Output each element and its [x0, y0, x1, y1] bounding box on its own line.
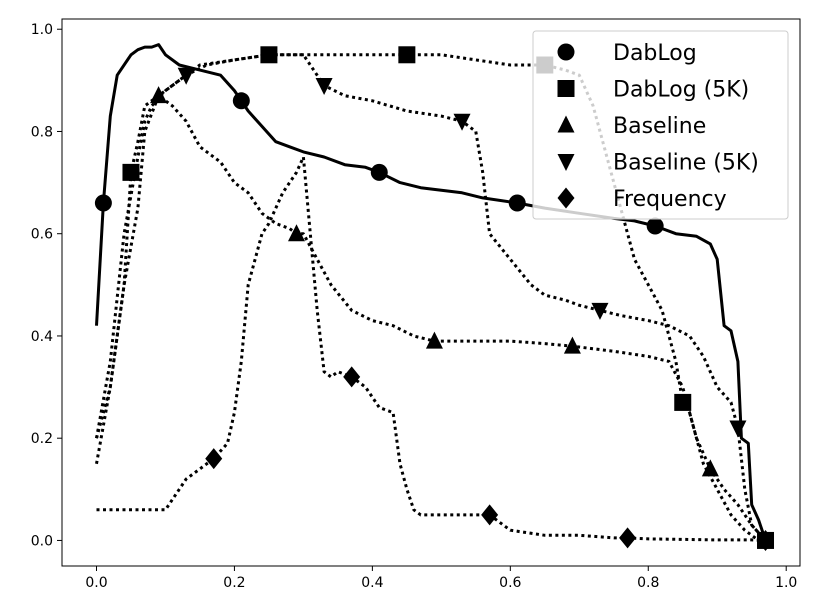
legend-label-baseline: Baseline	[613, 114, 706, 139]
y-tick-label: 0.6	[31, 227, 53, 243]
data-point-dablog-3	[508, 194, 526, 212]
y-tick-label: 0.0	[31, 533, 53, 549]
series-line-frequency	[96, 155, 766, 542]
data-point-baseline-5k-2	[453, 113, 471, 131]
y-tick-label: 0.4	[31, 329, 53, 345]
x-tick-label: 1.0	[775, 575, 797, 591]
data-point-baseline-2	[425, 331, 443, 349]
series-line-dablog-5k	[95, 53, 760, 542]
data-point-baseline-5k-4	[729, 420, 747, 438]
y-tick-label: 0.2	[31, 431, 53, 447]
data-point-dablog-2	[370, 163, 388, 181]
data-point-dablog-5k-1	[260, 46, 278, 64]
data-point-dablog-4	[646, 217, 664, 235]
legend-marker-baseline-5k	[557, 154, 575, 171]
data-point-dablog-5k-4	[674, 393, 692, 411]
data-point-baseline-0	[150, 86, 168, 104]
data-point-dablog-1	[232, 92, 250, 110]
legend-label-frequency: Frequency	[613, 187, 727, 212]
y-tick-label: 0.8	[31, 124, 53, 140]
data-point-baseline-4	[701, 459, 719, 477]
legend-label-dablog-5k: DabLog (5K)	[613, 78, 749, 103]
series-line-baseline-5k	[95, 53, 767, 542]
series-lines	[95, 43, 767, 542]
data-point-baseline-3	[563, 336, 581, 354]
data-point-frequency-1	[343, 366, 361, 388]
legend-marker-frequency	[557, 187, 575, 209]
legend-frame	[532, 30, 789, 220]
legend-marker-dablog	[557, 43, 575, 61]
y-tick-label: 1.0	[31, 22, 53, 38]
data-point-baseline-1	[288, 224, 306, 242]
data-point-frequency-0	[205, 448, 223, 470]
data-point-baseline-5k-3	[591, 302, 609, 320]
x-axis: 0.0 0.2 0.4 0.6 0.8 1.0	[85, 566, 797, 591]
data-point-dablog-0	[94, 194, 112, 212]
x-tick-label: 0.8	[637, 575, 659, 591]
data-point-frequency-3	[619, 527, 637, 549]
legend: DabLog DabLog (5K) Baseline Baseline (5K) Fr…	[532, 30, 789, 220]
x-tick-label: 0.2	[223, 575, 245, 591]
data-point-baseline-5k-1	[315, 77, 333, 95]
legend-label-dablog: DabLog	[613, 41, 697, 66]
legend-items: DabLog DabLog (5K) Baseline Baseline (5K) Fr…	[557, 41, 759, 212]
series-line-baseline	[95, 94, 767, 542]
legend-marker-dablog-5k	[557, 80, 575, 97]
x-tick-label: 0.0	[85, 575, 107, 591]
data-point-baseline-5k-0	[177, 67, 195, 85]
data-point-dablog-5k-0	[122, 163, 140, 181]
data-point-frequency-2	[481, 504, 499, 526]
legend-marker-baseline	[557, 115, 575, 133]
x-tick-label: 0.4	[361, 575, 383, 591]
legend-label-baseline-5k: Baseline (5K)	[613, 151, 759, 176]
y-axis: 0.0 0.2 0.4 0.6 0.8 1.0	[31, 22, 62, 549]
x-tick-label: 0.6	[499, 575, 521, 591]
data-point-frequency-4	[757, 529, 775, 551]
series-line-dablog	[95, 43, 767, 541]
data-point-dablog-5k-2	[398, 46, 416, 64]
